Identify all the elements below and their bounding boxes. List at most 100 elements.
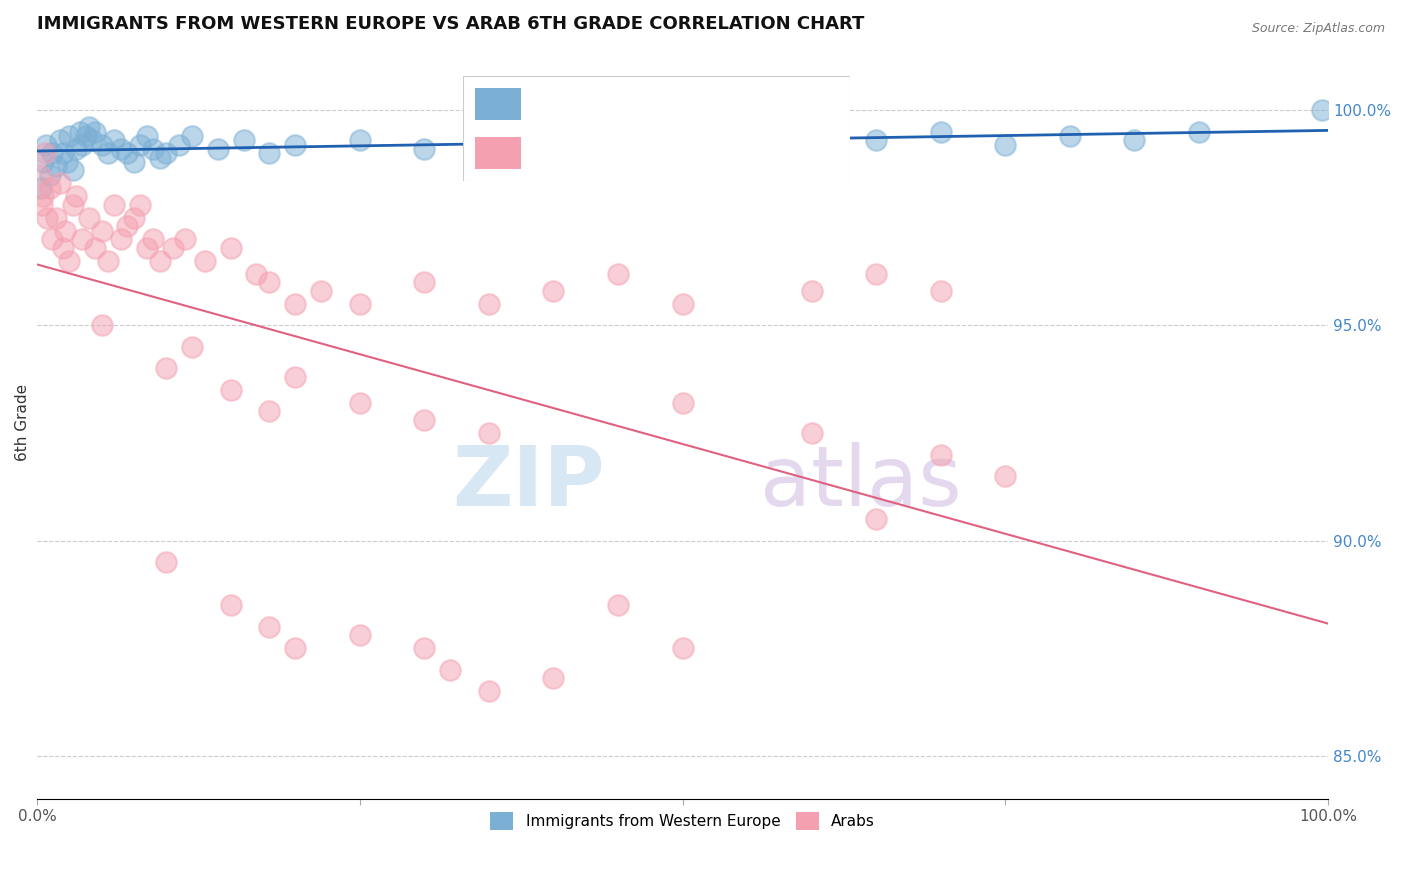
Point xyxy=(309,284,332,298)
Point xyxy=(32,189,55,203)
Point xyxy=(413,641,436,656)
Point xyxy=(135,241,157,255)
Point xyxy=(110,142,132,156)
Point xyxy=(103,133,125,147)
Point xyxy=(90,318,112,333)
Point xyxy=(607,146,630,161)
Point xyxy=(865,133,887,147)
Point xyxy=(284,641,307,656)
Point xyxy=(349,396,371,410)
Point xyxy=(194,253,217,268)
Point xyxy=(994,469,1017,483)
Point xyxy=(155,146,177,161)
Point xyxy=(62,198,84,212)
Point xyxy=(349,628,371,642)
Point xyxy=(543,133,565,147)
Text: ZIP: ZIP xyxy=(453,442,605,523)
Point xyxy=(1123,133,1146,147)
Point xyxy=(62,163,84,178)
Point xyxy=(219,383,242,397)
Point xyxy=(478,425,501,440)
Point xyxy=(34,146,56,161)
Point xyxy=(155,555,177,569)
Point xyxy=(41,146,63,161)
Point xyxy=(180,340,202,354)
Point xyxy=(478,684,501,698)
Point xyxy=(117,146,139,161)
Text: atlas: atlas xyxy=(761,442,962,523)
Legend: Immigrants from Western Europe, Arabs: Immigrants from Western Europe, Arabs xyxy=(484,805,880,837)
Point xyxy=(219,598,242,612)
Point xyxy=(929,284,952,298)
Point xyxy=(65,142,87,156)
Point xyxy=(90,137,112,152)
Point xyxy=(97,146,120,161)
Point xyxy=(607,267,630,281)
Point xyxy=(31,198,53,212)
Point xyxy=(45,211,67,225)
Point xyxy=(1059,129,1081,144)
Point xyxy=(232,133,254,147)
Point xyxy=(162,241,184,255)
Point xyxy=(607,598,630,612)
Point xyxy=(70,232,93,246)
Point xyxy=(110,232,132,246)
Point xyxy=(207,142,229,156)
Y-axis label: 6th Grade: 6th Grade xyxy=(15,384,30,461)
Point xyxy=(38,180,60,194)
Point xyxy=(800,425,823,440)
Point xyxy=(259,620,281,634)
Point xyxy=(129,198,152,212)
Point xyxy=(1310,103,1333,118)
Point xyxy=(929,125,952,139)
Point xyxy=(155,361,177,376)
Point xyxy=(929,448,952,462)
Point xyxy=(53,224,76,238)
Point xyxy=(284,297,307,311)
Point xyxy=(37,211,59,225)
Point xyxy=(259,146,281,161)
Point xyxy=(543,284,565,298)
Point xyxy=(865,267,887,281)
Point xyxy=(84,125,107,139)
Point xyxy=(70,137,93,152)
Point xyxy=(52,146,75,161)
Point xyxy=(135,129,157,144)
Point xyxy=(284,370,307,384)
Point xyxy=(84,241,107,255)
Point xyxy=(129,137,152,152)
Point xyxy=(439,663,461,677)
Point xyxy=(30,180,52,194)
Point xyxy=(478,297,501,311)
Point xyxy=(349,133,371,147)
Point xyxy=(284,137,307,152)
Point xyxy=(65,189,87,203)
Point xyxy=(180,129,202,144)
Point xyxy=(259,276,281,290)
Point xyxy=(671,396,693,410)
Point xyxy=(41,232,63,246)
Point xyxy=(800,284,823,298)
Point xyxy=(77,211,100,225)
Point xyxy=(69,125,91,139)
Point xyxy=(32,154,55,169)
Point xyxy=(82,133,104,147)
Point xyxy=(543,671,565,685)
Text: Source: ZipAtlas.com: Source: ZipAtlas.com xyxy=(1251,22,1385,36)
Point xyxy=(174,232,197,246)
Point xyxy=(413,142,436,156)
Point xyxy=(90,224,112,238)
Point xyxy=(58,253,80,268)
Point xyxy=(58,129,80,144)
Point xyxy=(97,253,120,268)
Text: IMMIGRANTS FROM WESTERN EUROPE VS ARAB 6TH GRADE CORRELATION CHART: IMMIGRANTS FROM WESTERN EUROPE VS ARAB 6… xyxy=(37,15,865,33)
Point xyxy=(349,297,371,311)
Point xyxy=(865,512,887,526)
Point xyxy=(49,177,72,191)
Point xyxy=(800,142,823,156)
Point xyxy=(478,137,501,152)
Point xyxy=(735,137,758,152)
Point xyxy=(52,241,75,255)
Point xyxy=(671,641,693,656)
Point xyxy=(245,267,267,281)
